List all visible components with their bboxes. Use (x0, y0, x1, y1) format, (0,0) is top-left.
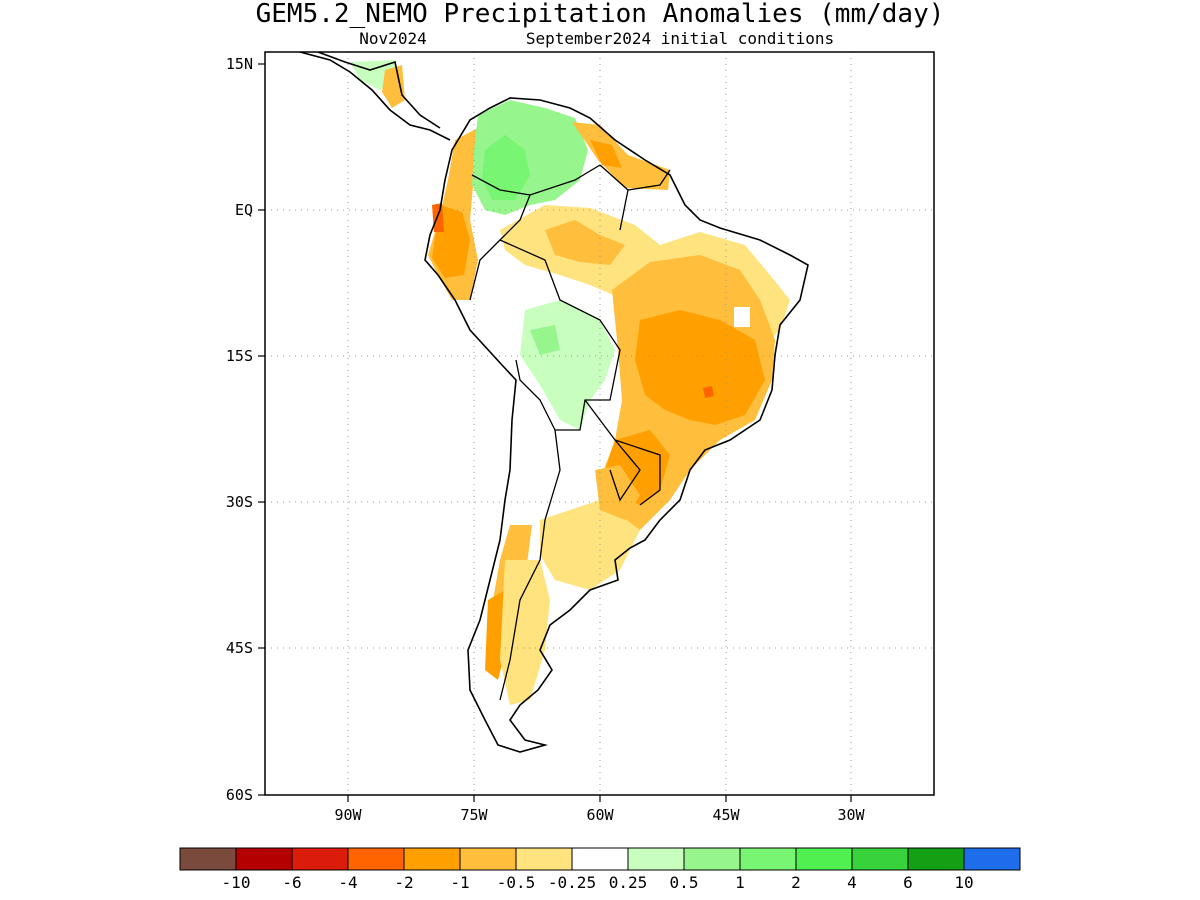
anomaly-dry-brazil-core (635, 310, 765, 425)
colorbar-swatch (851, 847, 909, 871)
colorbar-swatch (739, 847, 797, 871)
anomaly-dry-amazon-mid (545, 220, 625, 265)
central-america-coastline (299, 52, 451, 141)
anomaly-dry-central-america (382, 65, 405, 108)
colorbar-label: -4 (338, 873, 357, 892)
colorbar-label: 0.25 (609, 873, 648, 892)
lat-label: 30S (226, 493, 253, 511)
figure-title: GEM5.2_NEMO Precipitation Anomalies (mm/… (256, 0, 945, 29)
colorbar-swatch (963, 847, 1021, 871)
anomaly-shading (350, 60, 790, 705)
lat-label: 45S (226, 639, 253, 657)
colorbar-label: -6 (282, 873, 301, 892)
lat-label: 15N (226, 55, 253, 73)
colorbar-swatch (291, 847, 349, 871)
anomaly-dry-guianas (572, 122, 670, 190)
colorbar-swatch (235, 847, 293, 871)
coastlines (299, 52, 809, 753)
colorbar-label: -1 (450, 873, 469, 892)
lon-label: 30W (837, 806, 865, 824)
colorbar-label: -0.5 (497, 873, 536, 892)
anomaly-dry-ecuador-coast (432, 203, 444, 232)
south-america-coastline (424, 97, 809, 753)
lat-label: 15S (226, 347, 253, 365)
colorbar-label: 2 (791, 873, 801, 892)
colorbar-label: 6 (903, 873, 913, 892)
colorbar-swatch (403, 847, 461, 871)
lon-axis (347, 795, 852, 802)
lon-label: 75W (460, 806, 488, 824)
anomaly-wet-core (482, 135, 530, 200)
initial-conditions-label: September2024 initial conditions (526, 29, 834, 48)
colorbar-swatch (683, 847, 741, 871)
colorbar-swatch (179, 847, 237, 871)
anomaly-white-hole (734, 307, 750, 327)
colorbar-swatch (571, 847, 629, 871)
lat-label: EQ (235, 201, 253, 219)
colorbar-swatch (515, 847, 573, 871)
colorbar-swatch (795, 847, 853, 871)
lon-label: 60W (586, 806, 614, 824)
colorbar-label: 4 (847, 873, 857, 892)
lon-label: 45W (712, 806, 740, 824)
lon-label: 90W (334, 806, 362, 824)
colorbar-swatch (907, 847, 965, 871)
anomaly-dry-brazil-spot (703, 386, 714, 398)
anomaly-dry-uruguay (540, 500, 640, 590)
colorbar-swatch (627, 847, 685, 871)
anomaly-dry-patagonia-light (500, 560, 550, 705)
colorbar-label: -0.25 (548, 873, 596, 892)
colorbar-label: 0.5 (670, 873, 699, 892)
colorbar-label: -2 (394, 873, 413, 892)
lat-axis (258, 63, 265, 796)
country-borders (469, 164, 671, 701)
colorbar-label: 1 (735, 873, 745, 892)
anomaly-wet-bolivia-core (530, 325, 560, 355)
lat-label: 60S (226, 786, 253, 804)
colorbar-swatch (347, 847, 405, 871)
colorbar-label: -10 (222, 873, 251, 892)
anomaly-dry-guianas-strong (590, 140, 622, 168)
forecast-month: Nov2024 (359, 29, 426, 48)
colorbar: -10 -6 -4 -2 -1 -0.5 -0.25 0.25 0.5 1 2 4 6 10 (179, 847, 1021, 892)
map-area (265, 52, 934, 795)
colorbar-label: 10 (954, 873, 973, 892)
colorbar-swatch (459, 847, 517, 871)
